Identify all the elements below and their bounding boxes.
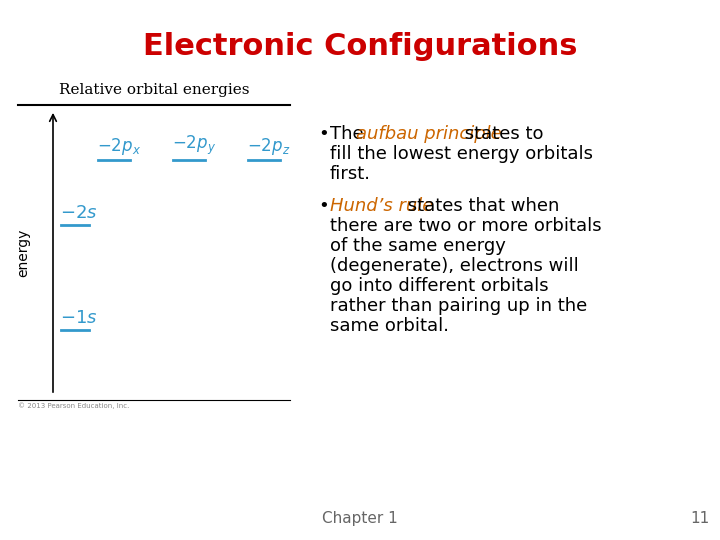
Text: $-2s$: $-2s$ [60,204,97,222]
Text: Relative orbital energies: Relative orbital energies [59,83,249,97]
Text: Chapter 1: Chapter 1 [322,511,398,526]
Text: $-2p_{z}$: $-2p_{z}$ [247,136,290,157]
Text: there are two or more orbitals: there are two or more orbitals [330,217,602,235]
Text: states to: states to [459,125,544,143]
Text: Hund’s rule: Hund’s rule [330,197,433,215]
Text: states that when: states that when [402,197,559,215]
Text: first.: first. [330,165,371,183]
Text: 11: 11 [690,511,710,526]
Text: The: The [330,125,369,143]
Text: rather than pairing up in the: rather than pairing up in the [330,297,588,315]
Text: $-1s$: $-1s$ [60,309,97,327]
Text: © 2013 Pearson Education, Inc.: © 2013 Pearson Education, Inc. [18,402,130,409]
Text: Electronic Configurations: Electronic Configurations [143,32,577,61]
Text: aufbau principle: aufbau principle [356,125,502,143]
Text: $-2p_{x}$: $-2p_{x}$ [97,136,141,157]
Text: same orbital.: same orbital. [330,317,449,335]
Text: (degenerate), electrons will: (degenerate), electrons will [330,257,579,275]
Text: of the same energy: of the same energy [330,237,506,255]
Text: •: • [318,197,329,215]
Text: •: • [318,125,329,143]
Text: energy: energy [16,228,30,276]
Text: fill the lowest energy orbitals: fill the lowest energy orbitals [330,145,593,163]
Text: $-2p_{y}$: $-2p_{y}$ [172,134,216,157]
Text: go into different orbitals: go into different orbitals [330,277,549,295]
